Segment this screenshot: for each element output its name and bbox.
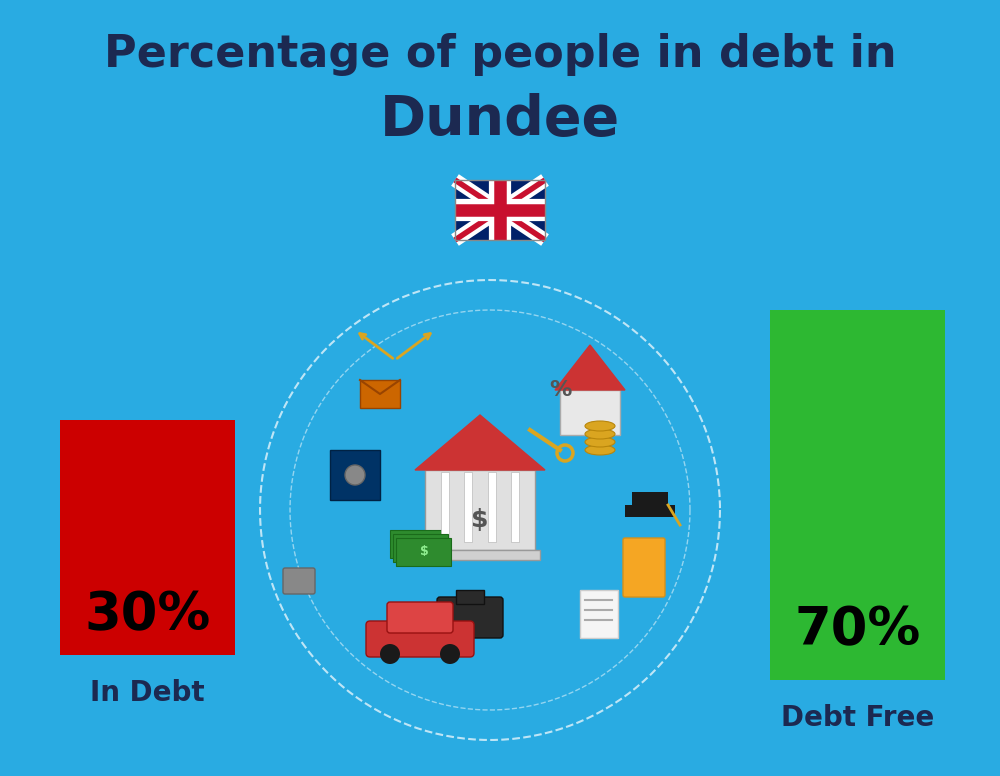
Bar: [488, 472, 496, 542]
Ellipse shape: [585, 429, 615, 439]
Circle shape: [440, 644, 460, 664]
Text: $: $: [471, 508, 489, 532]
FancyBboxPatch shape: [437, 597, 503, 638]
Text: $: $: [420, 546, 428, 559]
Bar: [441, 472, 449, 542]
FancyBboxPatch shape: [623, 538, 665, 597]
Bar: [632, 492, 668, 510]
Text: %: %: [549, 380, 571, 400]
Bar: [464, 472, 472, 542]
Text: $: $: [414, 538, 422, 550]
Text: $: $: [417, 542, 425, 555]
Bar: [60, 420, 235, 655]
Text: Dundee: Dundee: [380, 93, 620, 147]
Text: In Debt: In Debt: [90, 679, 205, 707]
Circle shape: [380, 644, 400, 664]
Ellipse shape: [585, 421, 615, 431]
Circle shape: [345, 465, 365, 485]
Bar: [420, 550, 540, 560]
Ellipse shape: [585, 437, 615, 447]
Bar: [360, 380, 400, 408]
Bar: [455, 180, 545, 240]
Text: 70%: 70%: [794, 604, 921, 656]
Text: Debt Free: Debt Free: [781, 704, 934, 732]
Bar: [625, 505, 675, 517]
Bar: [390, 530, 445, 558]
Bar: [455, 180, 545, 240]
FancyBboxPatch shape: [387, 602, 453, 633]
Bar: [330, 450, 380, 500]
Bar: [456, 590, 484, 604]
Ellipse shape: [585, 445, 615, 455]
Bar: [396, 538, 451, 566]
Bar: [393, 534, 448, 562]
Bar: [770, 310, 945, 680]
Bar: [511, 472, 519, 542]
Bar: [560, 390, 620, 435]
Text: 30%: 30%: [84, 589, 211, 641]
Bar: [425, 470, 535, 550]
FancyBboxPatch shape: [283, 568, 315, 594]
Polygon shape: [555, 345, 625, 390]
Text: Percentage of people in debt in: Percentage of people in debt in: [104, 33, 896, 77]
Polygon shape: [415, 415, 545, 470]
Bar: [580, 590, 618, 638]
FancyBboxPatch shape: [366, 621, 474, 657]
